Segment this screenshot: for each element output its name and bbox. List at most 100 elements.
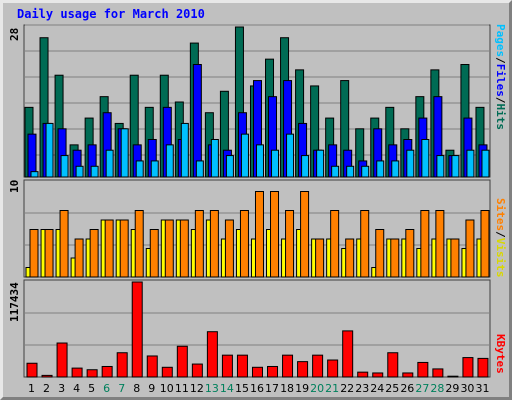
- kbytes-bar: [251, 366, 263, 378]
- x-tick-label: 26: [400, 382, 414, 395]
- pages-bar: [436, 155, 445, 178]
- x-tick-label: 8: [133, 382, 140, 395]
- x-tick-label: 1: [28, 382, 35, 395]
- x-tick-label: 30: [460, 382, 474, 395]
- x-tick-label: 11: [175, 382, 189, 395]
- pages-bar: [60, 155, 69, 178]
- kbytes-bar: [462, 357, 474, 378]
- pages-bar: [376, 160, 385, 178]
- pages-bar: [75, 165, 84, 178]
- sites-bar: [104, 219, 114, 278]
- pages-bar: [150, 160, 159, 178]
- kbytes-bar: [372, 372, 384, 378]
- mid-max-label: 10: [8, 179, 21, 193]
- pages-bar: [240, 133, 249, 178]
- sites-bar: [390, 238, 400, 278]
- pages-bar: [481, 149, 490, 178]
- pages-bar: [135, 160, 144, 178]
- x-tick-label: 13: [205, 382, 219, 395]
- mid-legend: Sites/Visits: [494, 198, 507, 278]
- bot-max-label: 117434: [8, 282, 21, 322]
- x-tick-label: 29: [445, 382, 459, 395]
- sites-bar: [345, 238, 355, 278]
- x-tick-label: 22: [340, 382, 354, 395]
- legend-sites: Sites: [494, 198, 507, 232]
- kbytes-bar: [432, 368, 444, 378]
- pages-bar: [165, 144, 174, 178]
- sites-bar: [420, 210, 430, 278]
- pages-bar: [451, 155, 460, 178]
- x-tick-label: 25: [385, 382, 399, 395]
- sites-bar: [194, 210, 204, 278]
- kbytes-bar: [417, 361, 429, 378]
- legend-hits: Hits: [494, 103, 507, 131]
- x-tick-label: 20: [310, 382, 324, 395]
- sites-bar: [465, 219, 475, 278]
- sites-bar: [44, 229, 54, 278]
- x-tick-label: 18: [280, 382, 294, 395]
- kbytes-bar: [282, 354, 294, 378]
- kbytes-bar: [41, 374, 53, 378]
- legend-files: Files: [494, 63, 507, 97]
- x-tick-label: 5: [88, 382, 95, 395]
- legend-sep-2: /: [494, 96, 507, 104]
- x-tick-label: 15: [235, 382, 249, 395]
- pages-bar: [466, 149, 475, 178]
- x-tick-label: 2: [43, 382, 50, 395]
- pages-bar: [90, 165, 99, 178]
- pages-bar: [331, 165, 340, 178]
- x-tick-label: 9: [148, 382, 155, 395]
- kbytes-bar: [101, 365, 113, 378]
- kbytes-bar: [71, 367, 83, 378]
- kbytes-bar: [327, 359, 339, 378]
- kbytes-bar: [447, 375, 459, 378]
- panel-2: [23, 279, 491, 378]
- legend-pages: Pages: [494, 24, 507, 58]
- x-tick-label: 6: [103, 382, 110, 395]
- sites-bar: [149, 229, 159, 278]
- chart-title: Daily usage for March 2010: [17, 7, 205, 21]
- pages-bar: [120, 128, 129, 178]
- sites-bar: [254, 191, 264, 278]
- kbytes-bar: [206, 331, 218, 378]
- x-tick-label: 10: [160, 382, 174, 395]
- pages-bar: [271, 149, 280, 178]
- kbytes-bar: [267, 365, 279, 378]
- kbytes-bar: [26, 362, 38, 378]
- sites-bar: [450, 238, 460, 278]
- sites-bar: [405, 229, 415, 278]
- sites-bar: [330, 210, 340, 278]
- sites-bar: [209, 210, 219, 278]
- kbytes-bar: [477, 357, 489, 378]
- top-legend: Pages/Files/Hits: [494, 24, 507, 130]
- x-tick-label: 31: [475, 382, 489, 395]
- pages-bar: [316, 149, 325, 178]
- sites-bar: [59, 210, 69, 278]
- pages-bar: [30, 171, 39, 178]
- x-tick-label: 4: [73, 382, 80, 395]
- pages-bar: [391, 160, 400, 178]
- sites-bar: [360, 210, 370, 278]
- pages-bar: [225, 155, 234, 178]
- pages-bar: [105, 149, 114, 178]
- legend-visits: Visits: [494, 237, 507, 278]
- x-tick-label: 7: [118, 382, 125, 395]
- x-tick-label: 23: [355, 382, 369, 395]
- kbytes-bar: [56, 342, 68, 378]
- kbytes-bar: [176, 345, 188, 378]
- kbytes-bar: [116, 352, 128, 378]
- sites-bar: [89, 229, 99, 278]
- pages-bar: [421, 139, 430, 178]
- kbytes-bar: [236, 354, 248, 378]
- sites-bar: [270, 191, 280, 278]
- x-tick-label: 19: [295, 382, 309, 395]
- pages-bar: [286, 133, 295, 178]
- files-bar: [192, 64, 202, 178]
- kbytes-bar: [387, 352, 399, 378]
- sites-bar: [239, 210, 249, 278]
- sites-bar: [119, 219, 129, 278]
- sites-bar: [480, 210, 490, 278]
- kbytes-bar: [161, 366, 173, 378]
- x-tick-label: 24: [370, 382, 384, 395]
